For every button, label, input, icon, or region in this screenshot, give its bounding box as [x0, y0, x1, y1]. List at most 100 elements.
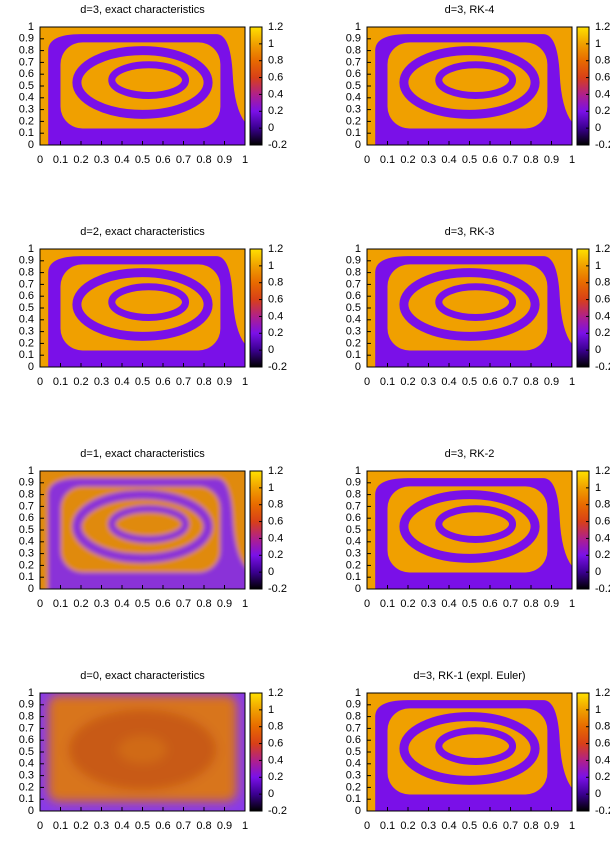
colorbar-label: 0.4: [268, 532, 283, 544]
x-tick-label: 0.5: [135, 154, 150, 166]
field: [367, 27, 572, 145]
x-tick-label: 0.8: [196, 598, 211, 610]
y-tick-label: 0: [28, 139, 34, 151]
x-tick-label: 0.4: [441, 376, 456, 388]
y-tick-label: 0.8: [346, 267, 361, 279]
x-tick-label: 0.9: [217, 154, 232, 166]
y-tick-label: 0.9: [346, 255, 361, 267]
field-spiral: [108, 505, 190, 543]
colorbar-label: 1: [595, 704, 601, 716]
x-tick-label: 0.7: [503, 820, 518, 832]
x-tick-label: 0: [364, 154, 370, 166]
colorbar-label: -0.2: [268, 805, 287, 817]
y-tick-label: 0.2: [346, 781, 361, 793]
y-tick-label: 0.8: [19, 267, 34, 279]
y-tick-label: 0.2: [19, 337, 34, 349]
colorbar-label: 0: [268, 122, 274, 134]
colorbar-label: 0.6: [268, 293, 283, 305]
field-center: [117, 735, 168, 764]
x-tick-label: 0.4: [441, 598, 456, 610]
colorbar-label: 0.4: [595, 532, 610, 544]
field-spiral: [399, 490, 540, 563]
x-tick-label: 0.1: [53, 376, 68, 388]
x-tick-label: 0.4: [114, 820, 129, 832]
y-tick-label: 0.4: [346, 536, 361, 548]
colorbar-label: 1.2: [268, 21, 283, 33]
colorbar-label: -0.2: [595, 583, 610, 595]
colorbar-label: 0.6: [595, 515, 610, 527]
colorbar: [576, 248, 590, 368]
panel-title: d=3, RK-4: [445, 4, 495, 16]
colorbar-label: 0: [595, 788, 601, 800]
field-spiral: [435, 505, 517, 543]
y-tick-label: 0.9: [346, 477, 361, 489]
field-spiral: [435, 61, 517, 99]
colorbar-label: 1: [268, 482, 274, 494]
colorbar-label: 0.8: [595, 499, 610, 511]
colorbar-label: 1.2: [268, 465, 283, 477]
y-tick-label: 0.4: [19, 758, 34, 770]
colorbar-label: 0.6: [268, 515, 283, 527]
x-tick-label: 0.4: [441, 154, 456, 166]
y-tick-label: 0.2: [19, 115, 34, 127]
x-tick-label: 0.3: [94, 376, 109, 388]
colorbar-label: 0: [268, 788, 274, 800]
colorbar-label: 0.6: [595, 737, 610, 749]
y-tick-label: 0.3: [346, 104, 361, 116]
colorbar-label: -0.2: [268, 139, 287, 151]
y-tick-label: 0.4: [346, 314, 361, 326]
colorbar-label: 0: [595, 122, 601, 134]
colorbar-label: -0.2: [268, 583, 287, 595]
colorbar-label: -0.2: [595, 139, 610, 151]
x-tick-label: 1: [569, 154, 575, 166]
y-tick-label: 0.6: [346, 68, 361, 80]
x-tick-label: 0.9: [217, 376, 232, 388]
x-tick-label: 0.6: [482, 820, 497, 832]
colorbar-label: 0: [268, 566, 274, 578]
x-tick-label: 0.8: [523, 820, 538, 832]
x-tick-label: 0.3: [421, 820, 436, 832]
y-tick-label: 0.9: [19, 699, 34, 711]
panel-title: d=3, exact characteristics: [80, 4, 205, 16]
y-tick-label: 0.5: [346, 746, 361, 758]
field-spiral: [435, 283, 517, 321]
y-tick-label: 1: [28, 21, 34, 33]
y-tick-label: 0.7: [19, 722, 34, 734]
field-spiral: [399, 712, 540, 785]
x-tick-label: 0: [37, 820, 43, 832]
y-tick-label: 0.3: [19, 548, 34, 560]
colorbar-label: -0.2: [595, 805, 610, 817]
x-tick-label: 0.7: [503, 376, 518, 388]
x-tick-label: 1: [569, 376, 575, 388]
y-tick-label: 0.1: [19, 349, 34, 361]
x-tick-label: 0.7: [176, 376, 191, 388]
colorbar-label: 1: [595, 260, 601, 272]
field-layer: [40, 471, 245, 589]
y-tick-label: 0.3: [19, 326, 34, 338]
colorbar-label: 0.6: [595, 71, 610, 83]
x-tick-label: 0.8: [196, 154, 211, 166]
y-tick-label: 0.9: [346, 33, 361, 45]
y-tick-label: 0.8: [346, 489, 361, 501]
y-tick-label: 0.2: [346, 115, 361, 127]
x-tick-label: 0.5: [135, 598, 150, 610]
x-tick-label: 0.8: [196, 820, 211, 832]
x-tick-label: 0.1: [380, 598, 395, 610]
x-tick-label: 0.2: [400, 154, 415, 166]
colorbar-label: 0: [595, 344, 601, 356]
heatmap-panel: d=3, RK-20 0.1 0.2 0.3 0.4 0.5 0.6 0.7 0.8 0.9 100…: [346, 448, 610, 610]
colorbar-label: 0.2: [268, 549, 283, 561]
colorbar-label: -0.2: [595, 361, 610, 373]
panel-title: d=3, RK-1 (expl. Euler): [413, 670, 525, 682]
y-tick-label: 0.7: [19, 500, 34, 512]
x-tick-label: 0.1: [380, 820, 395, 832]
x-tick-label: 0.2: [400, 376, 415, 388]
y-tick-label: 0.4: [19, 314, 34, 326]
panel-title: d=3, RK-3: [445, 226, 495, 238]
x-tick-label: 1: [242, 376, 248, 388]
y-tick-label: 1: [28, 243, 34, 255]
colorbar: [576, 470, 590, 590]
